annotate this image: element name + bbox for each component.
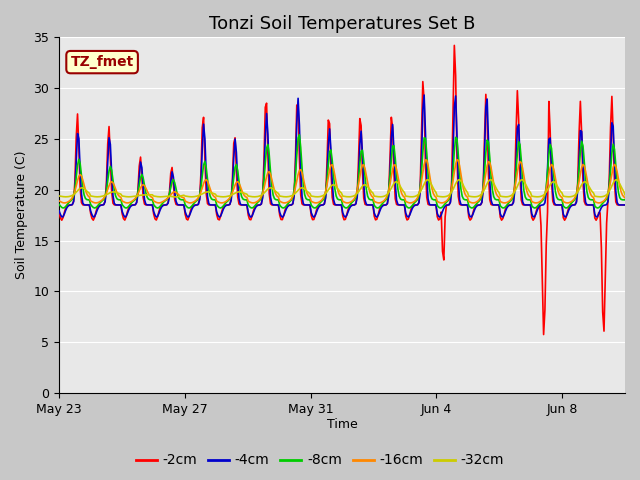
Y-axis label: Soil Temperature (C): Soil Temperature (C) [15, 151, 28, 279]
Legend: -2cm, -4cm, -8cm, -16cm, -32cm: -2cm, -4cm, -8cm, -16cm, -32cm [131, 448, 509, 473]
Text: TZ_fmet: TZ_fmet [70, 55, 134, 69]
X-axis label: Time: Time [326, 419, 358, 432]
Title: Tonzi Soil Temperatures Set B: Tonzi Soil Temperatures Set B [209, 15, 476, 33]
